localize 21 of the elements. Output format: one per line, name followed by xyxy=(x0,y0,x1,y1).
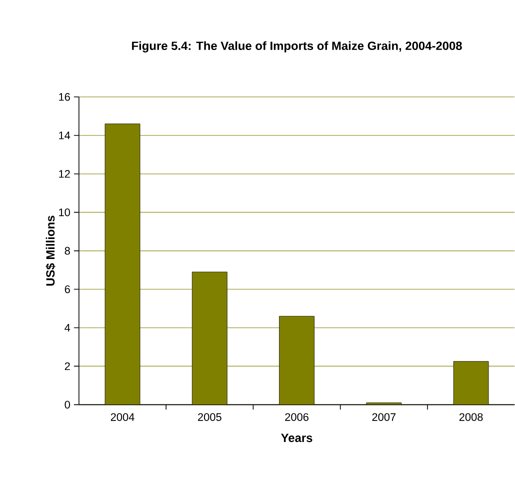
x-axis-title: Years xyxy=(281,434,312,442)
y-tick-label: 4 xyxy=(64,324,70,332)
x-tick-label: 2006 xyxy=(285,413,308,422)
bar xyxy=(104,124,140,405)
x-tick-label: 2007 xyxy=(372,413,396,422)
bar xyxy=(192,272,228,405)
x-tick-label: 2008 xyxy=(459,413,483,422)
x-tick-label: 2004 xyxy=(110,413,134,422)
y-tick-label: 0 xyxy=(64,401,70,409)
y-tick-label: 6 xyxy=(64,286,70,294)
bar xyxy=(453,361,489,405)
y-tick-label: 8 xyxy=(64,247,70,255)
chart-title: Figure 5.4: The Value of Imports of Maize Grain, 2004-2008 xyxy=(132,41,462,53)
y-tick-label: 16 xyxy=(59,93,70,101)
y-tick-label: 2 xyxy=(64,362,70,370)
y-tick-label: 14 xyxy=(59,132,70,140)
bar xyxy=(279,316,314,405)
y-axis-title: US$ Millions xyxy=(46,216,56,286)
x-tick-label: 2005 xyxy=(198,413,222,422)
y-tick-label: 10 xyxy=(59,208,70,216)
y-tick-label: 12 xyxy=(59,170,70,178)
